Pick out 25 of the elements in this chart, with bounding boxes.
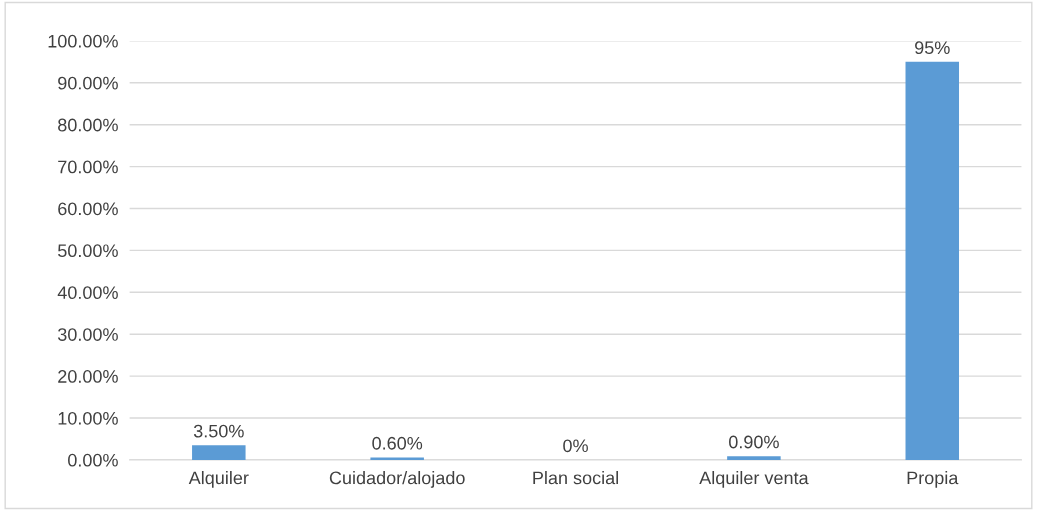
bar [370, 457, 424, 460]
y-tick-label: 60.00% [58, 202, 118, 216]
x-tick-label: Alquiler venta [699, 471, 809, 488]
y-tick-label: 0.00% [68, 453, 118, 467]
x-tick-label: Alquiler [188, 471, 249, 488]
y-tick-label: 100.00% [48, 34, 118, 48]
data-label: 3.50% [193, 424, 244, 438]
y-tick-label: 70.00% [58, 160, 118, 174]
y-tick-label: 80.00% [58, 118, 118, 132]
x-tick-label: Plan social [533, 471, 618, 485]
y-tick-label: 30.00% [57, 328, 118, 341]
bar [192, 445, 246, 460]
data-label: 0.60% [372, 436, 423, 450]
bar [905, 61, 960, 460]
y-tick-label: 10.00% [58, 411, 118, 425]
y-tick-label: 50.00% [58, 244, 118, 258]
data-label: 0.90% [729, 435, 779, 449]
x-tick-label: Propia [907, 471, 959, 488]
bar [727, 456, 781, 460]
y-tick-label: 20.00% [58, 370, 118, 383]
data-label: 95% [915, 41, 950, 55]
x-tick-label: Cuidador/alojado [329, 471, 465, 488]
y-tick-label: 90.00% [58, 76, 118, 90]
data-label: 0% [563, 439, 588, 453]
y-tick-label: 40.00% [57, 286, 118, 300]
